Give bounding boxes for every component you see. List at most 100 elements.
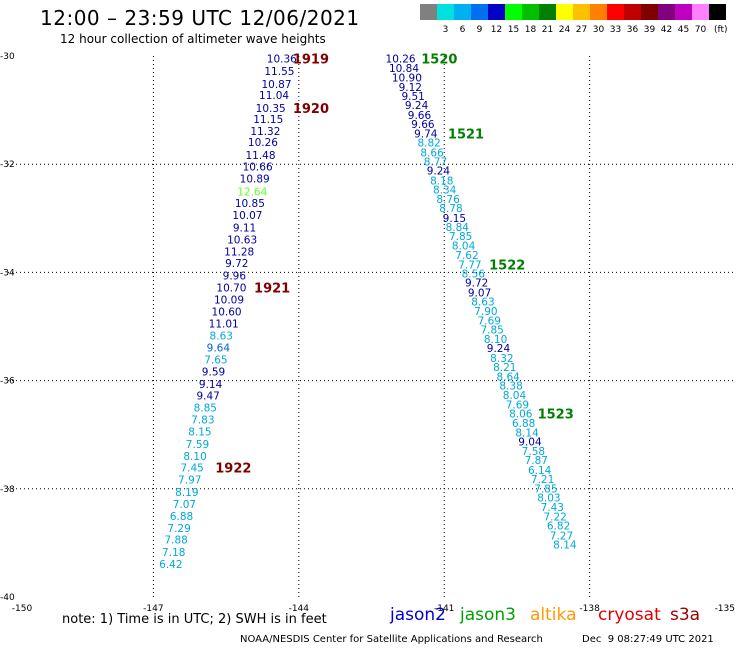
y-tick-label: -36 [0, 377, 15, 387]
pass-time-label: 1922 [215, 462, 251, 477]
data-point-label: 9.12 [399, 82, 422, 94]
data-point-label: 8.64 [496, 371, 520, 383]
data-point-label: 10.36 [267, 54, 297, 66]
data-point-label: 9.04 [518, 437, 542, 449]
legend-swatch [573, 4, 590, 20]
color-legend-bar [420, 4, 726, 20]
data-point-label: 8.66 [420, 147, 444, 159]
data-point-label: 7.22 [543, 511, 566, 523]
data-point-label: 7.45 [180, 463, 203, 475]
data-point-label: 8.03 [537, 492, 560, 504]
data-point-label: 8.19 [175, 487, 198, 499]
legend-swatch [709, 4, 726, 20]
legend-swatch [437, 4, 454, 20]
data-point-label: 10.60 [212, 306, 242, 318]
satellite-label-altika: altika [530, 605, 577, 625]
data-point-label: 10.26 [248, 137, 278, 149]
data-point-label: 7.90 [474, 306, 497, 318]
data-point-label: 9.07 [468, 287, 491, 299]
legend-swatch [675, 4, 692, 20]
data-point-label: 7.97 [178, 475, 201, 487]
data-point-label: 6.42 [159, 559, 182, 571]
data-point-label: 7.85 [534, 483, 557, 495]
data-point-label: 9.11 [233, 222, 256, 234]
data-point-label: 7.65 [204, 355, 227, 367]
data-point-label: 8.84 [446, 222, 470, 234]
satellite-label-s3a: s3a [670, 605, 701, 625]
data-point-label: 11.55 [264, 66, 294, 78]
data-point-label: 8.18 [430, 175, 453, 187]
pass-time-label: 1919 [293, 53, 329, 68]
legend-label: 42 [661, 25, 672, 35]
data-point-label: 8.85 [194, 403, 217, 415]
data-point-label: 8.04 [503, 390, 527, 402]
data-point-label: 7.18 [162, 547, 185, 559]
legend-swatch [692, 4, 709, 20]
legend-label: 6 [460, 25, 466, 35]
legend-label: 9 [477, 25, 483, 35]
data-point-label: 8.38 [499, 380, 522, 392]
legend-swatch [641, 4, 658, 20]
data-point-label: 8.76 [436, 194, 460, 206]
data-point-label: 6.14 [528, 465, 552, 477]
data-point-label: 7.87 [525, 455, 548, 467]
legend-swatch [624, 4, 641, 20]
x-tick-label: -150 [12, 604, 33, 614]
data-point-label: 10.89 [240, 173, 270, 185]
footer-note: note: 1) Time is in UTC; 2) SWH is in fe… [62, 612, 327, 627]
legend-label: 45 [678, 25, 689, 35]
data-point-label: 9.14 [199, 379, 223, 391]
legend-label: 24 [559, 25, 571, 35]
data-point-label: 9.51 [401, 91, 424, 103]
data-point-label: 10.35 [256, 103, 286, 115]
data-point-label: 10.63 [227, 234, 257, 246]
data-point-label: 9.96 [223, 271, 247, 283]
data-point-label: 9.59 [202, 366, 225, 378]
data-point-label: 9.15 [443, 213, 466, 225]
data-point-label: 10.85 [235, 198, 265, 210]
data-point-label: 7.62 [455, 250, 478, 262]
legend-label: 33 [610, 25, 621, 35]
data-point-label: 10.84 [389, 63, 419, 75]
legend-swatch [556, 4, 573, 20]
satellite-label-jason3: jason3 [460, 605, 516, 625]
data-point-label: 8.06 [509, 409, 533, 421]
generated-timestamp: Dec 9 08:27:49 UTC 2021 [582, 634, 714, 645]
data-point-label: 12.64 [237, 186, 267, 198]
legend-label: 36 [627, 25, 639, 35]
color-legend-labels: 3 6 9 12 15 18 21 24 27 30 33 36 39 42 45 70 (ft) [443, 25, 728, 35]
data-point-label: 11.15 [253, 114, 283, 126]
data-point-label: 9.64 [207, 343, 231, 355]
data-point-label: 7.59 [186, 439, 209, 451]
data-point-label: 9.74 [414, 128, 438, 140]
data-point-label: 7.27 [550, 530, 573, 542]
data-point-label: 11.48 [245, 150, 275, 162]
satellite-label-jason2: jason2 [390, 605, 446, 625]
data-point-label: 10.90 [392, 73, 422, 85]
legend-swatch [658, 4, 675, 20]
data-point-label: 9.47 [196, 391, 219, 403]
y-tick-label: -32 [0, 160, 15, 170]
page-title: 12:00 – 23:59 UTC 12/06/2021 [40, 6, 360, 30]
data-point-label: 10.66 [243, 161, 273, 173]
legend-label: 15 [508, 25, 519, 35]
data-point-label: 9.66 [411, 119, 435, 131]
legend-label: 70 [695, 25, 707, 35]
data-point-label: 10.26 [386, 54, 416, 66]
data-point-label: 10.70 [216, 283, 246, 295]
legend-label: 12 [491, 25, 502, 35]
data-point-label: 7.83 [191, 415, 214, 427]
satellite-label-cryosat: cryosat [598, 605, 661, 625]
legend-swatch [488, 4, 505, 20]
legend-swatch [607, 4, 624, 20]
pass-time-label: 1920 [293, 102, 329, 117]
data-point-label: 7.21 [531, 474, 554, 486]
data-point-label: 9.24 [487, 343, 511, 355]
data-point-label: 8.63 [210, 331, 233, 343]
data-point-label: 7.85 [449, 231, 472, 243]
data-point-label: 9.24 [405, 100, 429, 112]
data-point-label: 10.07 [232, 210, 262, 222]
data-point-label: 8.56 [462, 268, 486, 280]
data-point-label: 8.82 [417, 138, 440, 150]
